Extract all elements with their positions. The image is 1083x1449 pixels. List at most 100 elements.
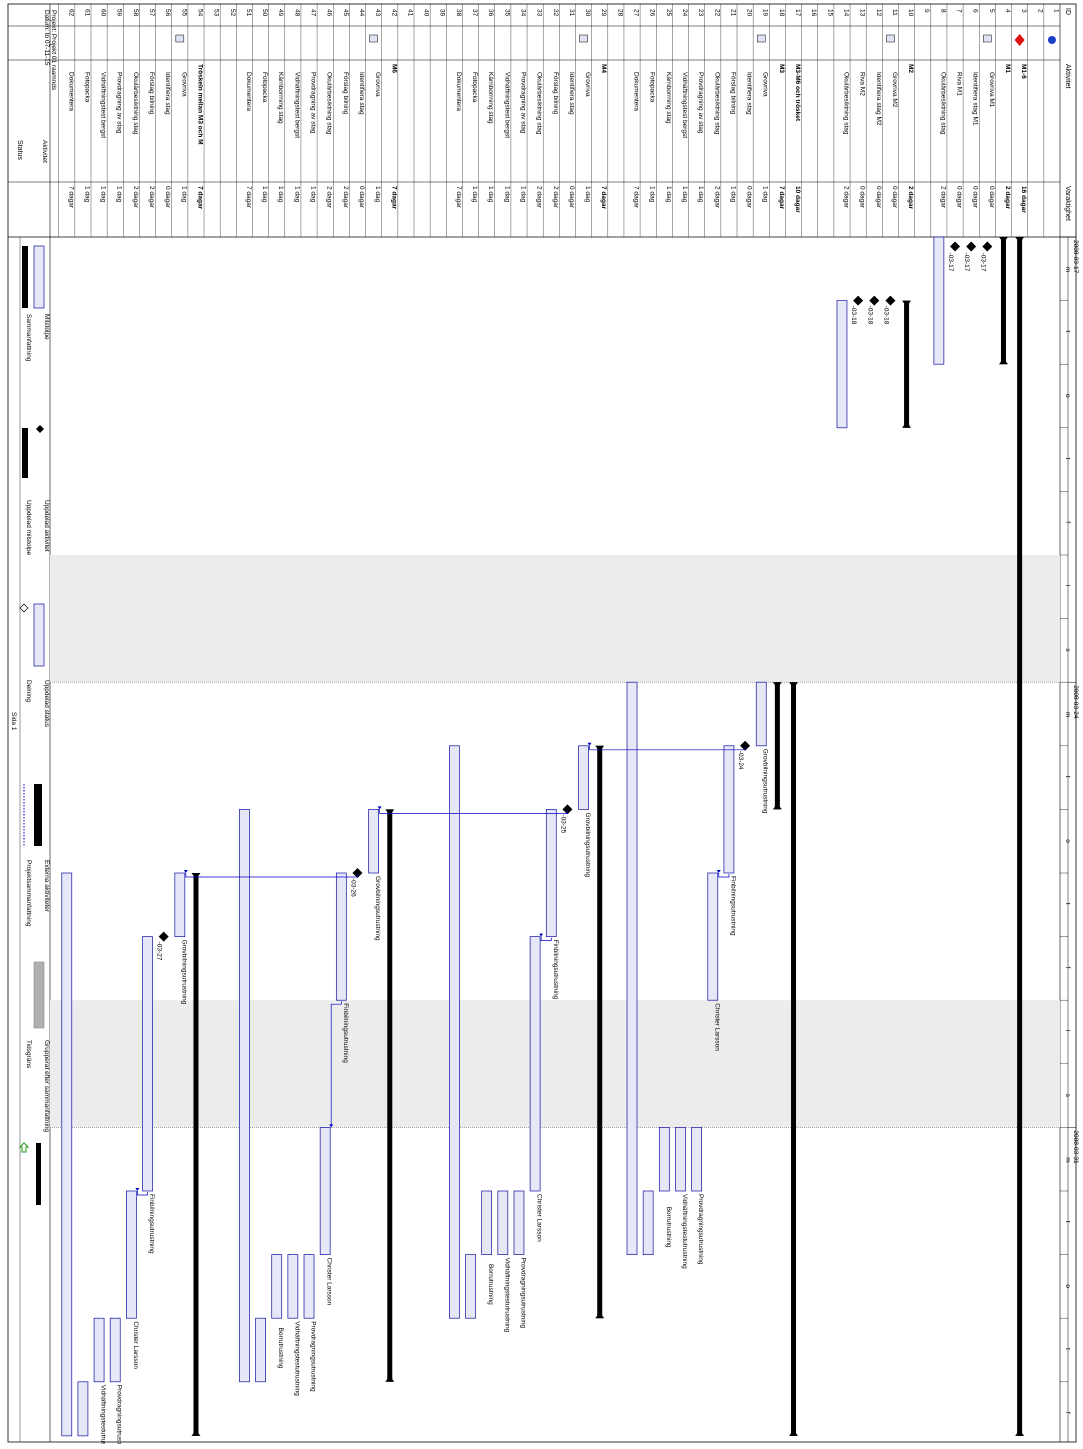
task-bar [707, 872, 719, 1001]
row-task-name: Fotopacka [471, 72, 478, 103]
legend-label: Sammanfattning [25, 314, 32, 362]
task-bar [287, 1254, 299, 1319]
row-duration: 7 dagar [633, 186, 640, 209]
resource-label: Borrutrustning [277, 1328, 284, 1369]
deadline-arrow-icon [18, 1142, 30, 1153]
resource-label: Vidhäftningstestutrustning [503, 1258, 510, 1333]
task-bar [723, 745, 735, 874]
legend-task-swatch [33, 245, 45, 309]
row-task-name: M4 [600, 64, 607, 73]
dependency-link [330, 1001, 342, 1128]
id-column-header: ID [1064, 8, 1071, 15]
task-bar [271, 1254, 283, 1319]
row-task-name: Kärnborrning stag [277, 72, 284, 124]
day-label: s [1064, 1094, 1071, 1098]
row-duration: 2 dagar [326, 186, 333, 209]
row-duration: 1 dag [503, 186, 510, 203]
milestone-diamond [853, 295, 864, 306]
row-id: 43 [374, 9, 381, 17]
summary-bar [904, 300, 910, 428]
milestone-status-icon [1014, 34, 1025, 46]
row-id: 50 [261, 9, 268, 17]
row-duration: 0 dagar [859, 186, 866, 209]
row-id: 41 [406, 9, 413, 17]
task-bar [368, 809, 379, 874]
task-bar [61, 872, 73, 1437]
row-id: 46 [326, 9, 333, 17]
row-id: 49 [277, 9, 284, 17]
row-duration: 1 dag [519, 186, 526, 203]
row-duration: 0 dagar [568, 186, 575, 209]
row-duration: 1 dag [665, 186, 672, 203]
milestone-date-label: -03-24 [737, 751, 744, 770]
task-bar [255, 1317, 266, 1383]
summary-cap [385, 1375, 395, 1382]
project-info-line1: Projekt: Projekt 01 raamnds [50, 10, 57, 91]
row-duration: 1 dag [293, 186, 300, 203]
row-duration: 2 dagar [842, 186, 849, 209]
row-task-name: Dokumentera [633, 72, 640, 111]
summary-bar [774, 682, 780, 810]
task-bar [836, 300, 848, 429]
notes-icon [369, 34, 378, 43]
summary-bar [1017, 237, 1023, 1436]
row-duration: 0 dagar [972, 186, 979, 209]
row-id: 40 [423, 9, 430, 17]
milestone-diamond [158, 931, 169, 942]
row-duration: 1 dag [310, 186, 317, 203]
row-duration: 1 dag [584, 186, 591, 203]
row-id: 33 [536, 9, 543, 17]
task-bar [93, 1317, 105, 1383]
row-duration: 2 dagar [342, 186, 349, 209]
dependency-arrow [716, 870, 721, 873]
row-id: 18 [778, 9, 785, 17]
row-id: 48 [293, 9, 300, 17]
milestone-diamond [966, 241, 977, 252]
row-id: 45 [342, 9, 349, 17]
duration-column-header: Varaktighet [1064, 186, 1071, 221]
row-task-name: Okulärbesiktning stag [939, 72, 946, 135]
row-id: 56 [164, 9, 171, 17]
row-task-name: Kärnborrning stag [665, 72, 672, 124]
summary-cap [1015, 237, 1025, 243]
row-id: 27 [633, 9, 640, 17]
row-task-name: Fotopacka [649, 72, 656, 103]
summary-cap [772, 803, 782, 810]
row-duration: 1 dag [261, 186, 268, 203]
row-duration: 1 dag [100, 186, 107, 203]
row-duration: 2 dagar [148, 186, 155, 209]
day-label: o [1064, 394, 1071, 398]
row-task-name: Identifiera stag [358, 72, 365, 115]
row-id: 15 [826, 9, 833, 17]
week-label: 2008-03-31 [1072, 1130, 1079, 1164]
row-id: 21 [729, 9, 736, 17]
summary-cap [595, 1312, 605, 1319]
day-label: m [1064, 1157, 1071, 1162]
milestone-date-label: -03-26 [349, 878, 356, 897]
day-label: t [1064, 903, 1071, 905]
summary-cap [191, 1429, 201, 1436]
task-bar [529, 936, 541, 1192]
status-column-header: Status [16, 140, 23, 160]
row-task-name: Identifiera stag M2 [875, 72, 882, 126]
row-duration: 7 dagar [245, 186, 252, 209]
row-duration: 2 dagar [939, 186, 946, 209]
legend-rollup-swatch [22, 428, 28, 478]
row-task-name: Identifiera stag [568, 72, 575, 115]
row-id: 23 [697, 9, 704, 17]
legend-split-milestone [19, 603, 29, 613]
row-id: 61 [83, 9, 90, 17]
row-id: 14 [842, 9, 849, 17]
row-id: 22 [713, 9, 720, 17]
resource-label: Provdragningsutrustning [116, 1385, 123, 1444]
row-duration: 1 dag [729, 186, 736, 203]
row-task-name: Provdragning av stag [697, 72, 704, 134]
summary-cap [1015, 1429, 1025, 1436]
resource-label: Grovbilningsutrustning [374, 876, 381, 941]
row-id: 16 [810, 9, 817, 17]
row-task-name: Riva M2 [859, 72, 866, 96]
task-bar [303, 1254, 315, 1319]
row-task-name: Okulärbesiktning stag [842, 72, 849, 135]
day-label: o [1064, 839, 1071, 843]
milestone-diamond [982, 241, 993, 252]
